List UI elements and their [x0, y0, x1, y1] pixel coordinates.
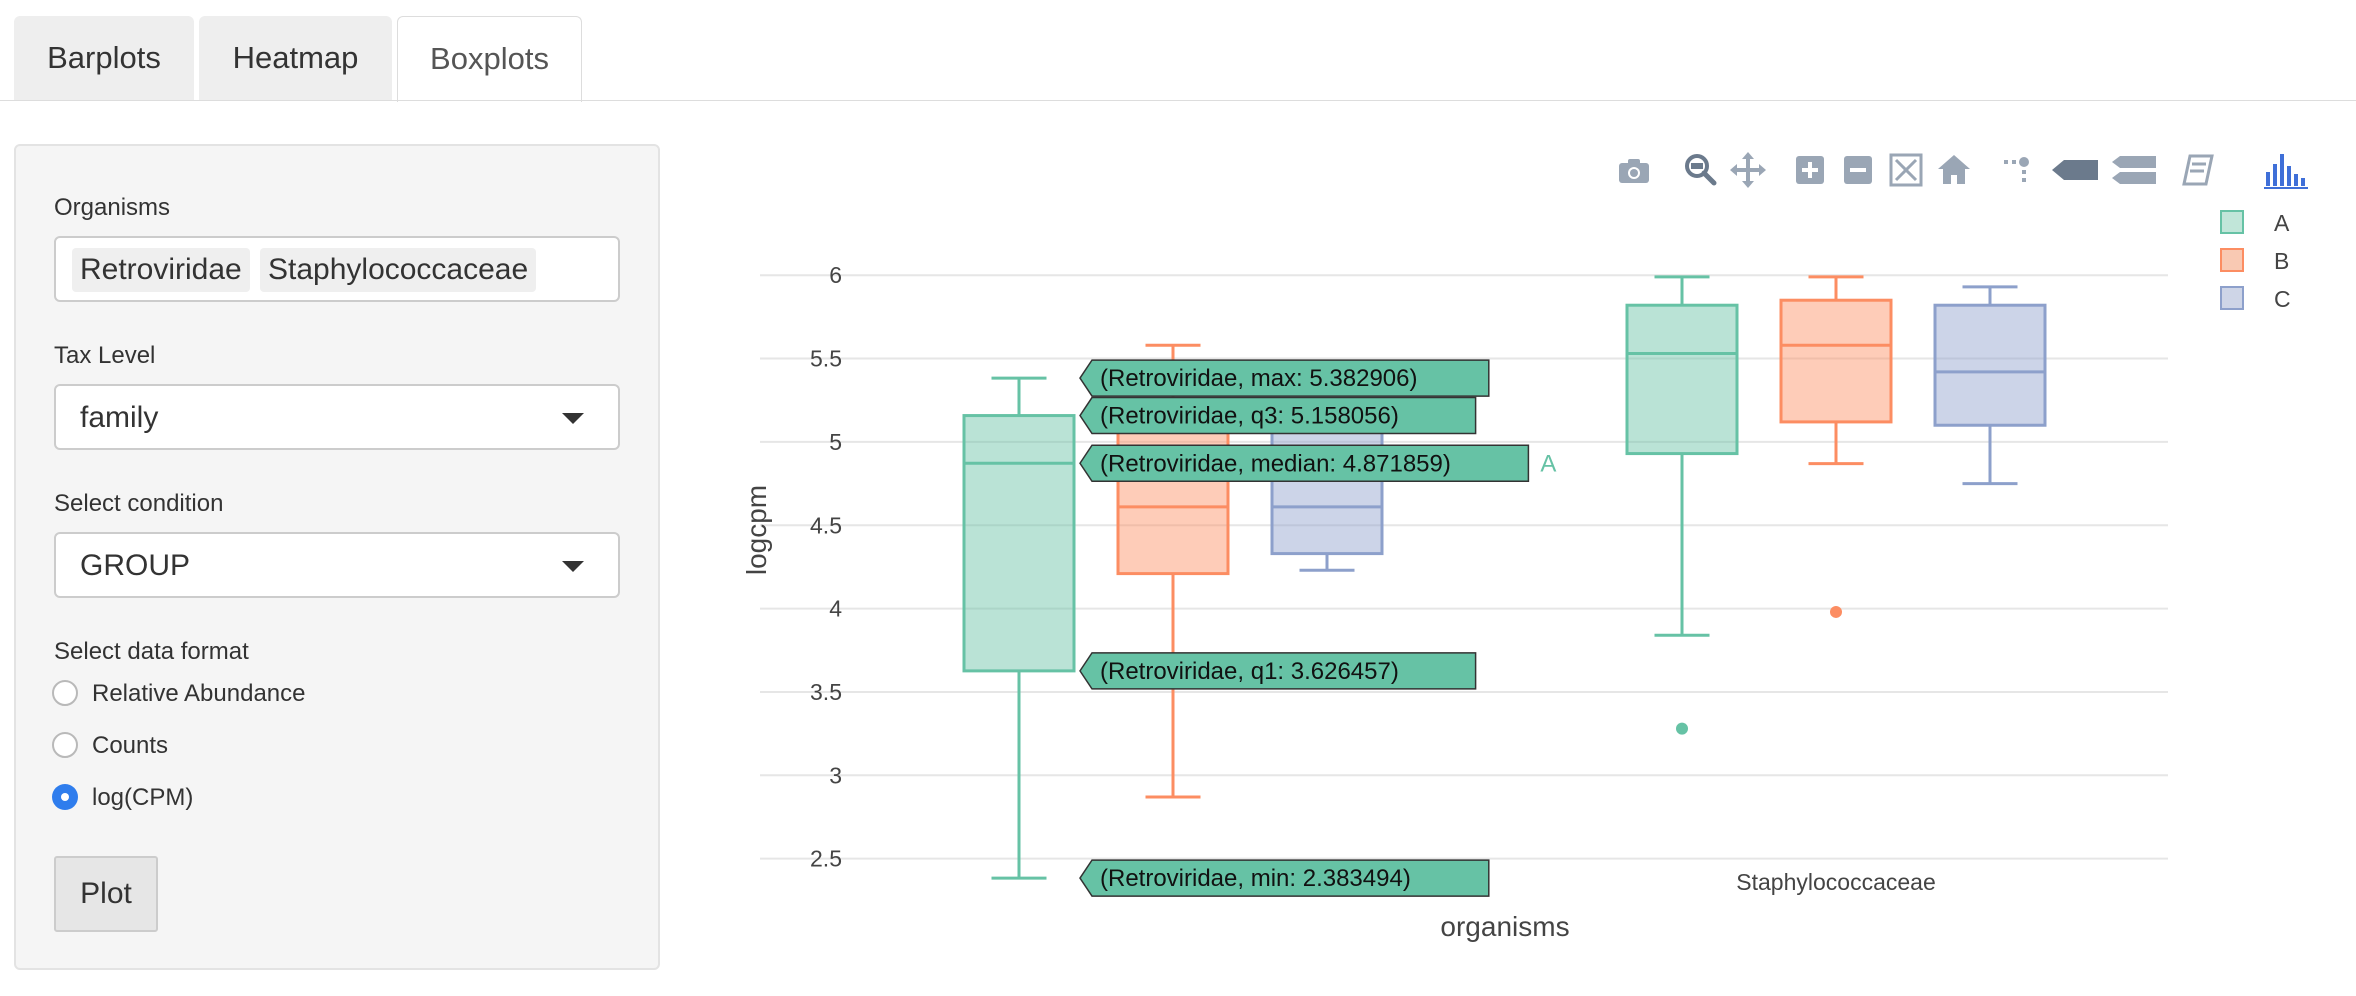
sidebar-panel: Organisms Retroviridae Staphylococcaceae…	[14, 144, 660, 970]
tab-bar: Barplots Heatmap Boxplots	[0, 0, 2356, 102]
plot-button[interactable]: Plot	[54, 856, 158, 932]
plotly-logo-icon[interactable]	[2262, 150, 2312, 190]
pan-icon[interactable]	[1728, 150, 1768, 190]
organisms-label: Organisms	[54, 194, 171, 221]
tax-level-label: Tax Level	[54, 342, 156, 369]
legend-swatch	[2220, 248, 2244, 272]
edit-chart-icon[interactable]	[2178, 150, 2218, 190]
box-body	[962, 414, 1076, 673]
radio-label: Counts	[92, 732, 169, 759]
legend-label: C	[2274, 286, 2291, 312]
y-tick-label: 4	[829, 596, 842, 622]
y-tick-label: 3.5	[810, 679, 842, 705]
y-tick-label: 5.5	[810, 346, 842, 372]
zoom-icon[interactable]	[1680, 150, 1720, 190]
zoom-in-icon[interactable]	[1790, 150, 1830, 190]
x-tick-label: Staphylococcaceae	[1736, 869, 1935, 895]
chevron-down-icon	[562, 561, 584, 572]
data-format-label: Select data format	[54, 638, 249, 665]
outlier-point	[1676, 722, 1688, 735]
autoscale-icon[interactable]	[1886, 150, 1926, 190]
spike-lines-icon[interactable]	[1994, 150, 2034, 190]
condition-label: Select condition	[54, 490, 224, 517]
y-tick-label: 6	[829, 262, 842, 288]
radio-label: Relative Abundance	[92, 680, 306, 707]
legend-label: A	[2274, 210, 2290, 236]
legend-swatch	[2220, 210, 2244, 234]
outlier-point	[1830, 605, 1842, 618]
hover-label-text: (Retroviridae, q1: 3.626457)	[1100, 658, 1399, 685]
chevron-down-icon	[562, 413, 584, 424]
zoom-out-icon[interactable]	[1838, 150, 1878, 190]
hover-compare-icon[interactable]	[2110, 150, 2160, 190]
box-body	[1625, 303, 1739, 456]
home-icon[interactable]	[1934, 150, 1974, 190]
box-body	[1779, 298, 1893, 424]
tax-level-select[interactable]: family	[54, 384, 620, 450]
hover-label-box	[1079, 396, 1477, 435]
y-tick-label: 2.5	[810, 846, 842, 872]
hover-label-text: (Retroviridae, q3: 5.158056)	[1100, 403, 1399, 430]
organism-chip[interactable]: Staphylococcaceae	[260, 248, 537, 292]
hover-label-text: (Retroviridae, max: 5.382906)	[1100, 365, 1417, 392]
hover-closest-icon[interactable]	[2050, 150, 2100, 190]
legend-swatch	[2220, 286, 2244, 310]
x-axis-title: organisms	[1440, 911, 1569, 942]
organisms-input[interactable]: Retroviridae Staphylococcaceae	[54, 236, 620, 302]
hover-label-text: (Retroviridae, median: 4.871859)	[1100, 450, 1451, 477]
tax-level-value: family	[80, 401, 159, 434]
radio-button-selected[interactable]	[52, 784, 78, 810]
hover-label-box	[1079, 859, 1490, 897]
radio-button[interactable]	[52, 680, 78, 706]
tab-barplots[interactable]: Barplots	[14, 16, 194, 100]
hover-label-text: (Retroviridae, min: 2.383494)	[1100, 865, 1411, 892]
hover-trace-name: A	[1540, 450, 1556, 477]
hover-label-box	[1079, 444, 1530, 483]
radio-label: log(CPM)	[92, 784, 194, 811]
camera-icon[interactable]	[1614, 150, 1654, 190]
tab-heatmap[interactable]: Heatmap	[199, 16, 392, 100]
legend-label: B	[2274, 248, 2290, 274]
y-tick-label: 5	[829, 429, 842, 455]
condition-select[interactable]: GROUP	[54, 532, 620, 598]
organism-chip[interactable]: Retroviridae	[72, 248, 250, 292]
condition-value: GROUP	[80, 549, 191, 582]
tab-boxplots[interactable]: Boxplots	[397, 16, 582, 102]
y-tick-label: 3	[829, 762, 842, 788]
tab-divider	[0, 100, 2356, 101]
y-tick-label: 4.5	[810, 512, 842, 538]
hover-label-box	[1079, 652, 1477, 690]
hover-label-box	[1079, 359, 1490, 397]
y-axis-title: logcpm	[741, 485, 772, 575]
box-body	[1933, 303, 2047, 427]
radio-button[interactable]	[52, 732, 78, 758]
